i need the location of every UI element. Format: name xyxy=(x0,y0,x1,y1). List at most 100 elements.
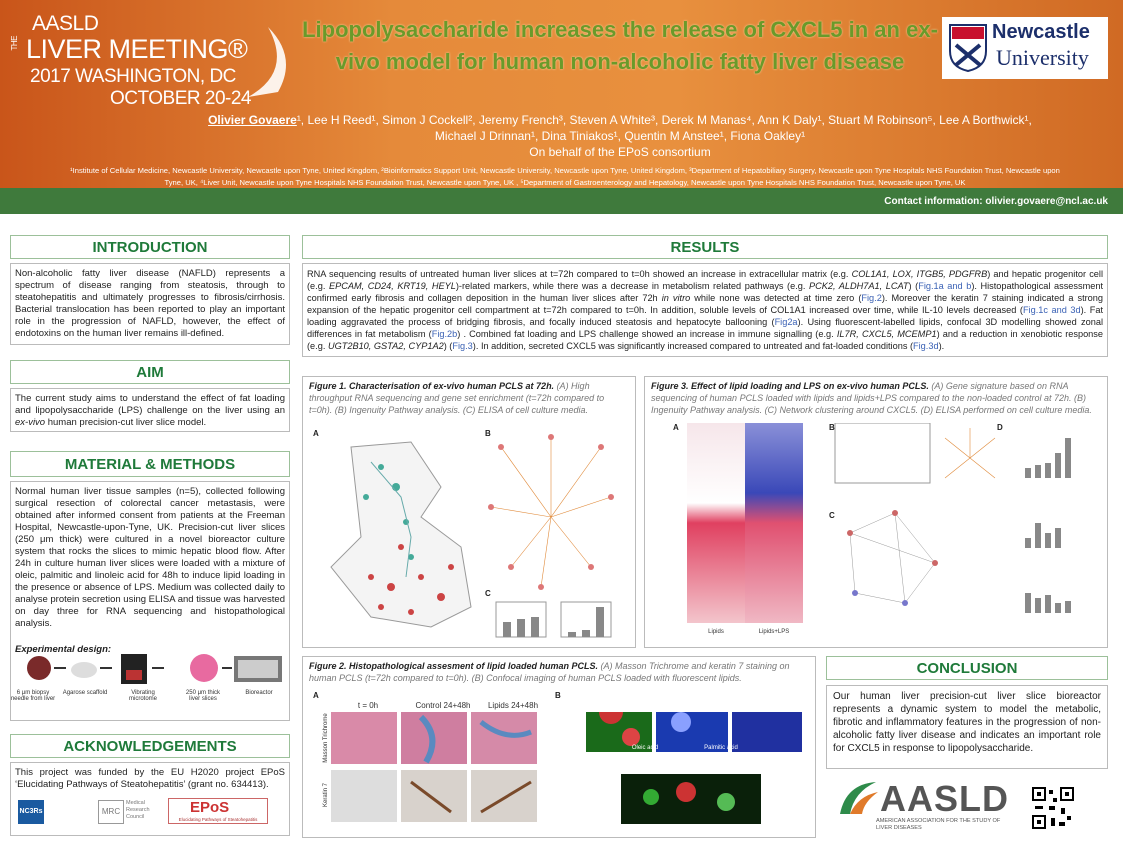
design-step: 6 μm biopsy needle from liver xyxy=(10,690,56,702)
section-text: The current study aims to understand the… xyxy=(10,388,290,432)
text-run: This project was funded by the EU H2020 … xyxy=(15,767,285,790)
text-run: Normal human liver tissue samples (n=5),… xyxy=(15,486,285,629)
logo-text: AASLD xyxy=(32,12,99,35)
image-label: Palmitic acid xyxy=(704,745,738,751)
design-step: 250 μm thick liver slices xyxy=(185,690,221,702)
logo-text: University xyxy=(996,45,1089,70)
text-run: (A) High throughput RNA sequencing and g… xyxy=(309,381,605,415)
aasld-full: AMERICAN ASSOCIATION FOR THE STUDY OF LI… xyxy=(876,818,1001,831)
crest xyxy=(949,24,987,73)
section-heading: AIM xyxy=(10,360,290,384)
text-run: (A) Gene signature based on RNA sequenci… xyxy=(651,381,1092,415)
text-run: ). Histopathological assessment confirme… xyxy=(307,281,1104,303)
text-run: Fig.1c and 3d xyxy=(1022,305,1081,315)
text-run: Fig.2 xyxy=(861,293,882,303)
text-run: in vitro xyxy=(661,293,691,303)
figure: Figure 2. Histopathological assesment of… xyxy=(302,656,816,838)
logo-text: LIVER MEETING® xyxy=(26,34,248,64)
section-heading: CONCLUSION xyxy=(826,656,1108,680)
text-run: Figure 1. Characterisation of ex-vivo hu… xyxy=(309,381,555,391)
text-run: Non-alcoholic fatty liver disease (NAFLD… xyxy=(15,268,285,339)
design-step: Bioreactor xyxy=(245,690,273,696)
column-label: Lipids 24+48h xyxy=(487,701,539,710)
section-heading: ACKNOWLEDGEMENTS xyxy=(10,734,290,758)
text-run: human precision-cut liver slice model. xyxy=(45,417,207,428)
logo: EPoS xyxy=(190,799,230,816)
design-images xyxy=(27,654,282,684)
text-run: Fig.3 xyxy=(452,341,473,351)
section-text: Non-alcoholic fatty liver disease (NAFLD… xyxy=(10,263,290,345)
text-run: The current study aims to understand the… xyxy=(15,393,285,416)
text-run: ) and hepatic progenitor cell (e.g. xyxy=(307,269,1103,291)
text-run: Olivier Govaere xyxy=(208,113,297,127)
logo-text: OCTOBER 20-24 xyxy=(110,88,251,109)
panel-label: A xyxy=(313,429,319,438)
logo-swoosh xyxy=(248,27,286,97)
text-run: Figure 3. Effect of lipid loading and LP… xyxy=(651,381,929,391)
section-heading: MATERIAL & METHODS xyxy=(10,451,290,477)
panel-label: D xyxy=(997,423,1003,432)
university-logo: Newcastle University xyxy=(942,17,1108,79)
design-label: Experimental design: xyxy=(15,644,112,655)
panel-label: B xyxy=(555,691,561,700)
image-label: Oleic acid xyxy=(631,745,659,751)
affiliations: ¹Institute of Cellular Medicine, Newcast… xyxy=(70,166,1060,187)
figure: Figure 1. Characterisation of ex-vivo hu… xyxy=(302,376,636,648)
text-run: COL1A1, LOX, ITGB5, PDGFRB xyxy=(851,269,988,279)
aasld-mark xyxy=(840,782,878,814)
text-run: PCK2, ALDH7A1, LCAT xyxy=(809,281,909,291)
design-step: Vibrating microtome xyxy=(128,690,157,702)
text-run: ). In addition, secreted CXCL5 was signi… xyxy=(472,341,914,351)
text-run: ) . Combined fat loading and LPS challen… xyxy=(457,329,837,339)
figure-image xyxy=(331,712,802,824)
logo-frame xyxy=(168,798,268,824)
panel-label: A xyxy=(673,423,679,432)
logo: MRC xyxy=(98,800,124,824)
logo-text: Newcastle xyxy=(992,21,1090,43)
text-run: Fig.3d xyxy=(913,341,939,351)
section-text: RNA sequencing results of untreated huma… xyxy=(302,263,1108,357)
text-run: (A) Masson Trichrome and keratin 7 stain… xyxy=(309,661,790,683)
figure-image xyxy=(330,434,614,638)
aasld-logo: AASLD xyxy=(880,778,1009,819)
figure-image xyxy=(687,423,1071,623)
figure: Figure 3. Effect of lipid loading and LP… xyxy=(644,376,1108,648)
row-label: Masson Trichrome xyxy=(323,713,329,763)
heatmap-label: Lipids+LPS xyxy=(758,629,790,635)
contact-band xyxy=(0,188,1123,214)
logo-text: THE xyxy=(10,36,19,51)
contact: Contact information: olivier.govaere@ncl… xyxy=(884,196,1108,207)
text-run: ¹, Lee H Reed¹, Simon J Cockell², Jeremy… xyxy=(296,113,1032,143)
logo: NC3Rs xyxy=(18,800,44,824)
panel-label: C xyxy=(829,511,835,520)
logo-text: 2017 WASHINGTON, DC xyxy=(30,66,236,87)
text-run: ex-vivo xyxy=(15,417,46,428)
logo-text: Medical Research Council xyxy=(126,800,150,820)
column-label: t = 0h xyxy=(357,701,379,710)
panel-label: A xyxy=(313,691,319,700)
text-run: Our human liver precision-cut liver slic… xyxy=(833,691,1101,754)
authors: Olivier Govaere¹, Lee H Reed¹, Simon J C… xyxy=(190,112,1050,144)
row-label: Keratin 7 xyxy=(323,783,329,808)
methods-text: Normal human liver tissue samples (n=5),… xyxy=(15,486,285,630)
on-behalf: On behalf of the EPoS consortium xyxy=(529,145,711,159)
column-label: Control 24+48h xyxy=(415,701,471,710)
text-run: ). Fat loading aggravated the process of… xyxy=(307,305,1103,327)
text-run: UGT2B10, GSTA2, CYP1A2 xyxy=(327,341,444,351)
text-run: ) ( xyxy=(908,281,919,291)
text-run: IL7R, CXCL5, MCEMP1 xyxy=(836,329,937,339)
text-run: Fig.1a and b xyxy=(918,281,972,291)
panel-label: B xyxy=(485,429,491,438)
text-run: ) and a reduction in xenobiotic response… xyxy=(307,329,1103,351)
text-run: )-related markers, while there was a dec… xyxy=(455,281,809,291)
text-run: ) ( xyxy=(443,341,453,351)
text-run: ). Moreover the keratin 7 staining indic… xyxy=(307,293,1104,315)
text-run: ). xyxy=(938,341,945,351)
panel-label: B xyxy=(829,423,835,432)
heatmap-label: Lipids xyxy=(708,629,724,635)
section-text: Our human liver precision-cut liver slic… xyxy=(826,685,1108,769)
figure-caption: Figure 1. Characterisation of ex-vivo hu… xyxy=(303,377,635,419)
header xyxy=(0,0,1123,188)
text-run: while none was detected at time zero ( xyxy=(690,293,862,303)
